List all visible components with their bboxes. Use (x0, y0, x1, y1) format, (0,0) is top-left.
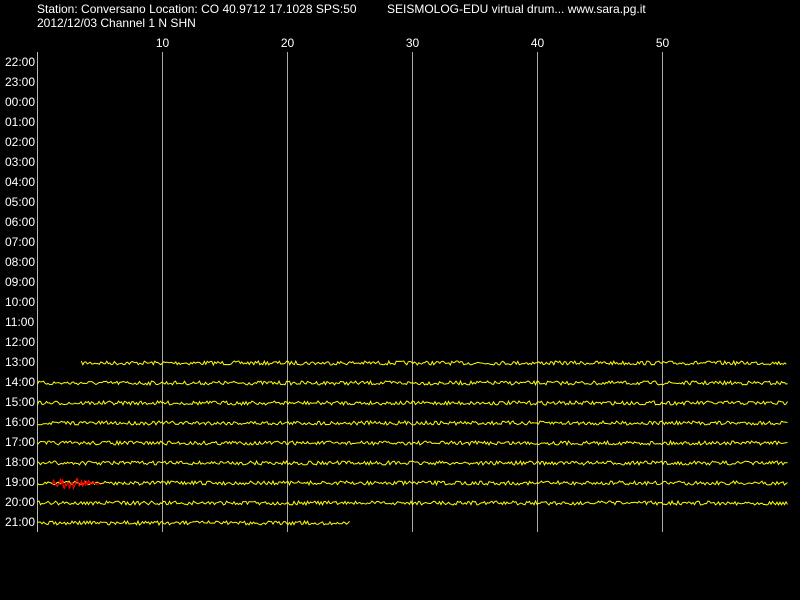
trace (37, 499, 788, 507)
trace (37, 419, 788, 426)
hour-label: 16:00 (5, 415, 35, 429)
date-channel: 2012/12/03 Channel 1 N SHN (37, 16, 196, 30)
hour-label: 13:00 (5, 355, 35, 369)
trace (80, 359, 787, 367)
hour-label: 17:00 (5, 435, 35, 449)
x-tick-label: 40 (531, 36, 545, 50)
hour-label: 15:00 (5, 395, 35, 409)
hour-label: 11:00 (5, 315, 34, 329)
station-info: Station: Conversano Location: CO 40.9712… (37, 2, 357, 16)
hour-label: 19:00 (5, 475, 35, 489)
hour-label: 05:00 (5, 195, 35, 209)
hour-label: 02:00 (5, 135, 35, 149)
x-tick-label: 20 (281, 36, 295, 50)
trace (37, 459, 788, 467)
hour-label: 14:00 (5, 375, 35, 389)
hour-label: 22:00 (5, 55, 35, 69)
hour-label: 04:00 (5, 175, 35, 189)
hour-label: 21:00 (5, 515, 35, 529)
hour-label: 10:00 (5, 295, 35, 309)
x-tick-label: 10 (156, 36, 170, 50)
trace (37, 519, 350, 527)
event-trace (51, 477, 100, 491)
hour-label: 20:00 (5, 495, 35, 509)
hour-label: 23:00 (5, 75, 35, 89)
hour-label: 01:00 (5, 115, 35, 129)
hour-label: 18:00 (5, 455, 35, 469)
x-tick-label: 30 (406, 36, 420, 50)
hour-label: 07:00 (5, 235, 35, 249)
hour-label: 09:00 (5, 275, 35, 289)
trace (37, 379, 788, 387)
app-info: SEISMOLOG-EDU virtual drum... www.sara.p… (387, 2, 646, 16)
x-tick-label: 50 (656, 36, 670, 50)
trace (37, 439, 788, 447)
hour-label: 03:00 (5, 155, 35, 169)
trace (37, 479, 788, 487)
hour-label: 00:00 (5, 95, 35, 109)
hour-label: 12:00 (5, 335, 35, 349)
hour-label: 06:00 (5, 215, 35, 229)
trace (37, 399, 788, 407)
hour-label: 08:00 (5, 255, 35, 269)
